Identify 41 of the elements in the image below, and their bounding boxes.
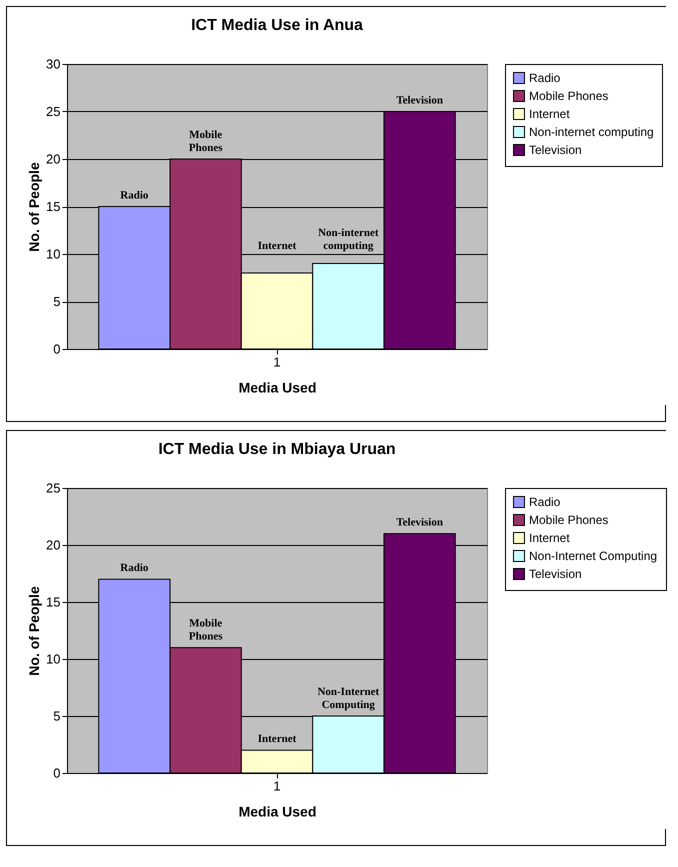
legend-label: Television bbox=[529, 567, 582, 581]
y-axis-title: No. of People bbox=[26, 162, 42, 252]
legend-label: Mobile Phones bbox=[529, 513, 608, 527]
text: Radio bbox=[120, 562, 148, 574]
text: Internet bbox=[258, 240, 296, 252]
y-tick-label: 15 bbox=[46, 199, 60, 214]
y-tick-label: 25 bbox=[46, 480, 60, 496]
y-tick-label: 0 bbox=[53, 342, 60, 356]
y-tick-label: 5 bbox=[53, 294, 60, 309]
text: Mobile Phones bbox=[188, 129, 222, 154]
legend-label: Radio bbox=[529, 71, 561, 85]
legend-label: Non-internet computing bbox=[529, 125, 654, 139]
y-tick-label: 5 bbox=[53, 708, 60, 724]
text: Television bbox=[396, 516, 443, 529]
y-tick-label: 15 bbox=[46, 594, 60, 610]
legend-label: Non-Internet Computing bbox=[529, 549, 658, 563]
x-axis-title: Media Used bbox=[238, 804, 316, 820]
y-tick-label: 20 bbox=[46, 152, 60, 166]
x-axis-title: Media Used bbox=[238, 380, 316, 396]
text: Internet bbox=[258, 733, 296, 746]
y-tick-label: 10 bbox=[46, 246, 60, 262]
legend-label: Internet bbox=[529, 107, 570, 121]
text: Radio bbox=[120, 190, 148, 202]
legend-label: Television bbox=[529, 143, 582, 157]
legend-label: Mobile Phones bbox=[529, 89, 608, 103]
chart-title: ICT Media Use in Mbiaya Uruan bbox=[158, 441, 396, 458]
text: Non-Internet Computing bbox=[317, 686, 380, 711]
text: Mobile Phones bbox=[188, 618, 222, 643]
legend-label: Internet bbox=[529, 531, 570, 545]
y-tick-label: 25 bbox=[46, 104, 60, 119]
chart-title: ICT Media Use in Anua bbox=[191, 17, 364, 34]
y-axis-title: No. of People bbox=[26, 586, 42, 676]
text: Non-internet computing bbox=[318, 227, 379, 252]
y-tick-label: 0 bbox=[53, 766, 60, 780]
y-tick-label: 30 bbox=[46, 56, 60, 72]
y-tick-label: 10 bbox=[46, 652, 60, 666]
text: Television bbox=[396, 94, 443, 106]
x-tick-label: 1 bbox=[273, 778, 281, 794]
x-tick-label: 1 bbox=[273, 354, 281, 370]
legend-label: Radio bbox=[529, 495, 561, 509]
y-tick-label: 20 bbox=[46, 538, 60, 552]
